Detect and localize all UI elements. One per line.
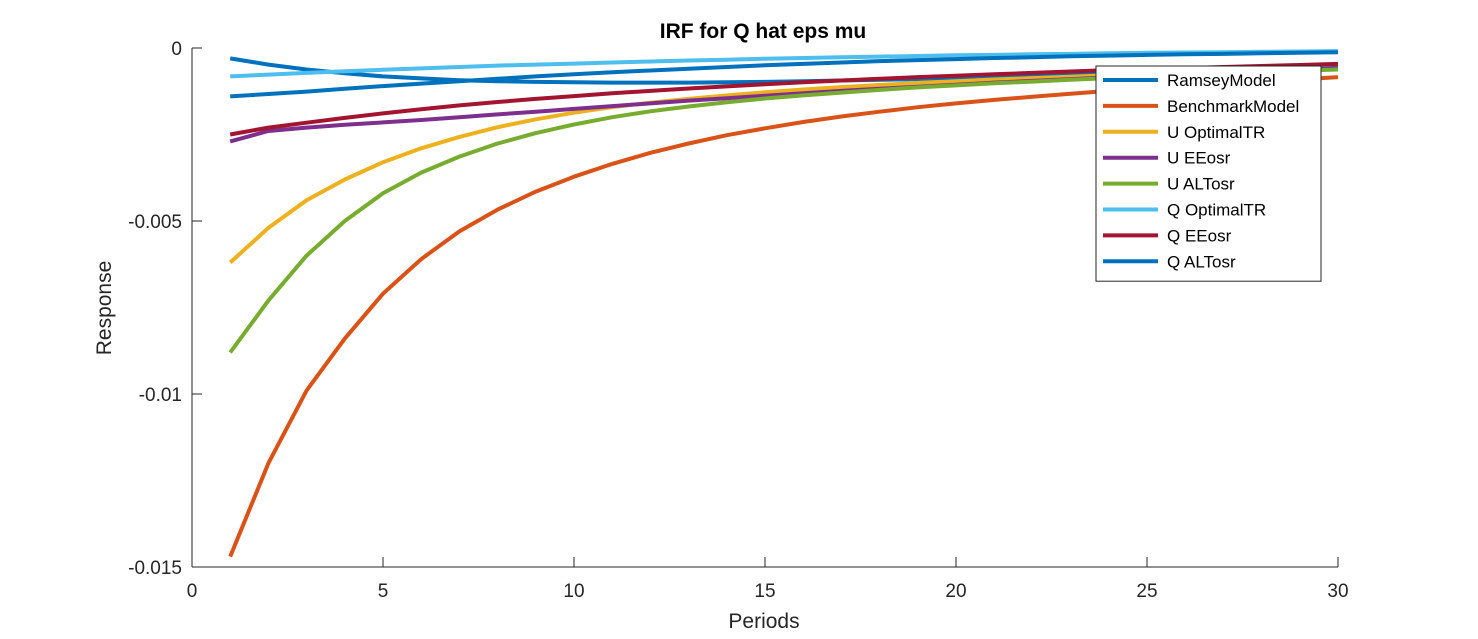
x-tick-label: 30 <box>1327 581 1348 602</box>
series-line-6 <box>230 49 1339 79</box>
y-tick-label: 0 <box>171 39 182 60</box>
x-tick-label: 0 <box>187 581 198 602</box>
series-line-8 <box>230 50 1339 99</box>
legend-entry: U OptimalTR <box>1167 123 1265 142</box>
legend-entry: Q EEosr <box>1167 226 1232 245</box>
x-tick-label: 20 <box>945 581 966 602</box>
legend-entry: U ALTosr <box>1167 175 1235 194</box>
axes: 0 5 10 15 20 25 30 0 -0.005 -0.01 -0.015 <box>128 39 1348 602</box>
legend-entry: Q OptimalTR <box>1167 201 1266 220</box>
y-tick-label: -0.015 <box>128 558 182 579</box>
x-tick-label: 10 <box>563 581 584 602</box>
x-tick-label: 15 <box>754 581 775 602</box>
legend-entry: RamseyModel <box>1167 71 1276 90</box>
y-axis-title: Response <box>93 261 116 356</box>
legend-entry: BenchmarkModel <box>1167 97 1299 116</box>
y-tick-label: -0.01 <box>139 385 182 406</box>
x-axis-title: Periods <box>728 610 799 633</box>
chart-title: IRF for Q hat eps mu <box>660 20 867 43</box>
legend-entry: U EEosr <box>1167 149 1231 168</box>
legend: RamseyModel BenchmarkModel U OptimalTR U EE… <box>1095 65 1322 282</box>
legend-entry: Q ALTosr <box>1167 252 1236 271</box>
x-tick-label: 5 <box>378 581 389 602</box>
x-tick-label: 25 <box>1136 581 1157 602</box>
y-tick-label: -0.005 <box>128 212 182 233</box>
legend-box <box>1095 65 1322 282</box>
